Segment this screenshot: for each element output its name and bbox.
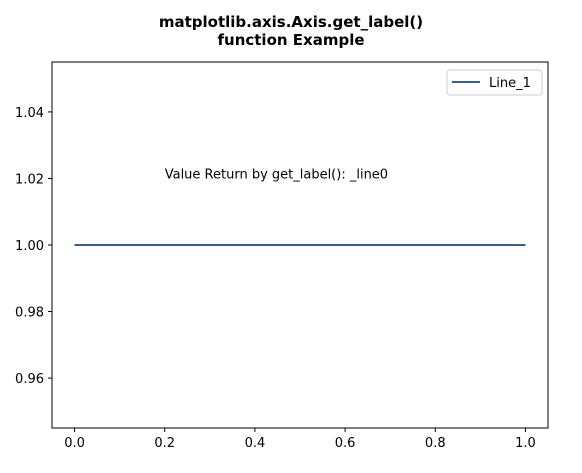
y-tick-label: 0.98 [15,306,44,321]
x-tick-label: 0.4 [245,436,266,451]
y-tick-label: 1.04 [15,106,44,121]
legend-box [446,69,543,96]
x-tick-label: 0.0 [64,436,85,451]
legend: Line_1 [446,69,543,96]
plot-area: 0.0 0.2 0.4 0.6 0.8 1.0 0.96 0.98 1.00 1.02 1.04 [15,61,549,451]
annotation-text: Value Return by get_label(): _line0 [165,167,388,182]
y-tick-label: 1.02 [15,172,44,187]
x-tick-label: 0.8 [425,436,446,451]
x-tick-label: 0.6 [335,436,356,451]
legend-label: Line_1 [489,76,531,91]
y-tick-label: 1.00 [15,239,44,254]
y-tick-label: 0.96 [15,372,44,387]
chart-title-line2: function Example [217,31,364,49]
x-tick-label: 1.0 [515,436,536,451]
chart-title-line1: matplotlib.axis.Axis.get_label() [159,13,423,31]
x-tick-label: 0.2 [154,436,175,451]
